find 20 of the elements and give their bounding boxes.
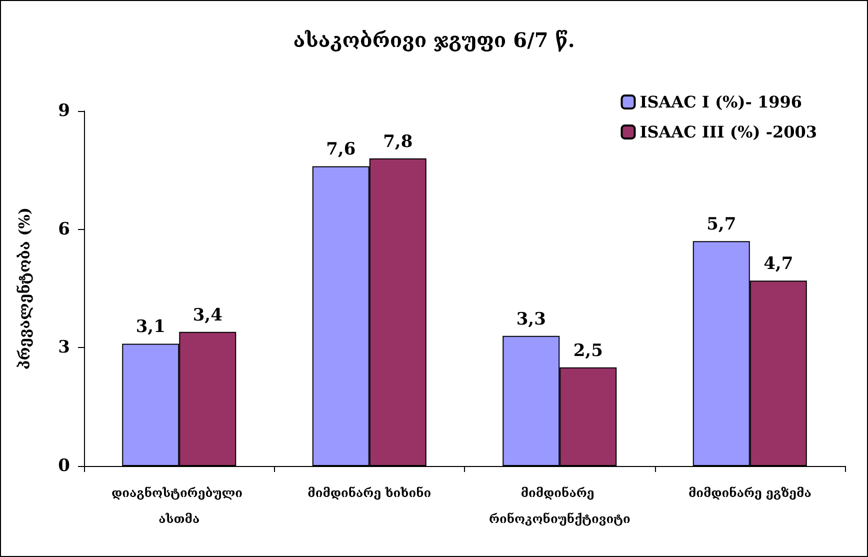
data-label: 7,8 [383, 132, 413, 152]
data-label: 3,4 [192, 305, 223, 326]
y-tick-label: 6 [58, 219, 70, 240]
x-tick-label: მიმდინარე რინოკონიუნქტივიტი [488, 486, 630, 526]
data-label: 3,1 [136, 317, 166, 338]
data-label: 5,7 [706, 214, 736, 235]
x-tick-label: დიაგნოსტირებული ასთმა [112, 486, 247, 526]
legend-label: ISAAC I (%)- 1996 [640, 92, 802, 112]
legend-label: ISAAC III (%) -2003 [640, 122, 817, 142]
y-axis-title: პრევალენტობა (%) [16, 207, 34, 370]
data-label: 7,6 [326, 140, 356, 160]
y-tick-label: 3 [58, 338, 70, 358]
x-tick-label: მიმდინარე ეგზემა [688, 486, 812, 500]
chart-title: ასაკობრივი ჯგუფი 6/7 წ. [293, 28, 575, 52]
data-label: 3,3 [516, 309, 546, 330]
y-tick-label: 9 [58, 101, 70, 121]
x-tick-label: მიმდინარე ხიხინი [308, 486, 432, 500]
y-tick-label: 0 [58, 456, 70, 476]
data-label: 4,7 [764, 254, 794, 274]
data-label: 2,5 [573, 340, 603, 361]
